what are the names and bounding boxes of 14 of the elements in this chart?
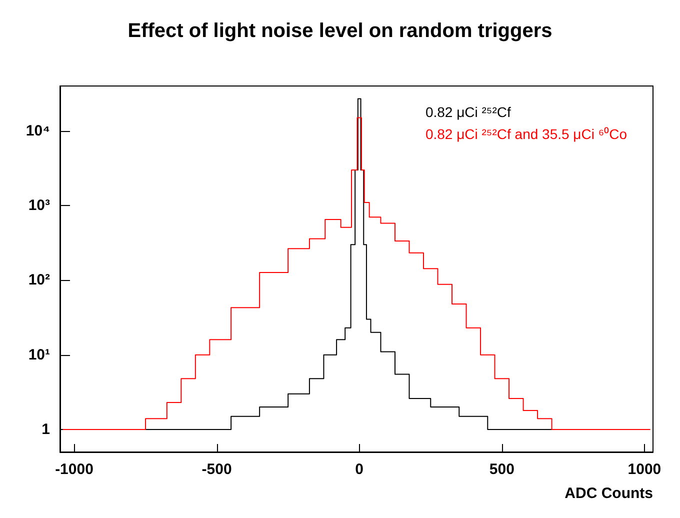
x-tick-label: 0 [355,461,364,478]
y-tick-label: 10¹ [28,346,50,364]
x-tick-label: 500 [489,461,514,478]
x-tick-label: -500 [202,461,232,478]
chart-title: Effect of light noise level on random triggers [128,20,552,42]
x-axis-title: ADC Counts [564,485,653,502]
y-tick-label: 1 [42,421,50,438]
y-tick-label: 10⁴ [26,122,50,140]
y-tick-label: 10³ [28,197,50,214]
x-tick-label: -1000 [55,461,94,478]
text: 0.82 μCi ²⁵²Cf and 35.5 μCi ⁶⁰Co [425,126,628,142]
x-tick-label: 1000 [628,461,662,478]
y-tick-label: 10² [28,272,50,289]
text: 0.82 μCi ²⁵²Cf [425,104,511,120]
